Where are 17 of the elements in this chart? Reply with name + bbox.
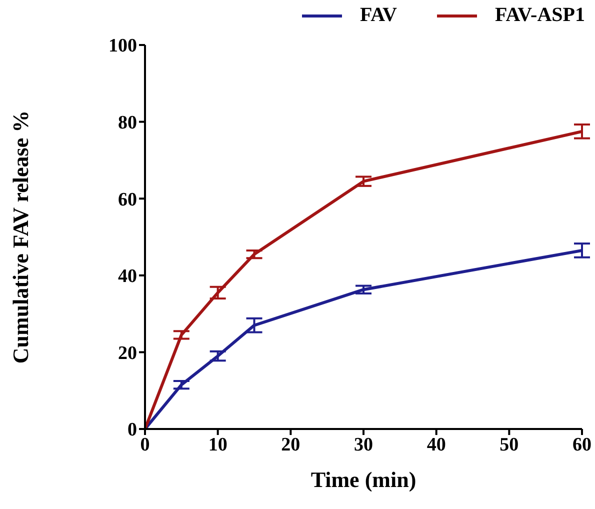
x-tick-label: 20	[281, 434, 300, 456]
x-tick-label: 50	[500, 434, 519, 456]
x-tick-label: 30	[354, 434, 373, 456]
y-tick-label: 80	[118, 112, 137, 134]
y-tick-label: 0	[128, 420, 137, 441]
y-tick-label: 20	[118, 342, 137, 364]
x-tick-label: 10	[208, 434, 228, 456]
legend-label: FAV	[360, 4, 397, 27]
x-tick-label: 60	[572, 434, 592, 456]
y-tick-label: 60	[118, 189, 137, 210]
y-tick-label: 40	[118, 266, 137, 288]
y-axis-title: Cumulative FAV release %	[8, 110, 33, 364]
x-tick-label: 40	[426, 434, 446, 456]
y-tick-label: 100	[108, 36, 137, 57]
legend-label: FAV-ASP1	[495, 4, 585, 27]
x-axis-title: Time (min)	[310, 467, 416, 492]
x-tick-label: 0	[140, 434, 150, 456]
